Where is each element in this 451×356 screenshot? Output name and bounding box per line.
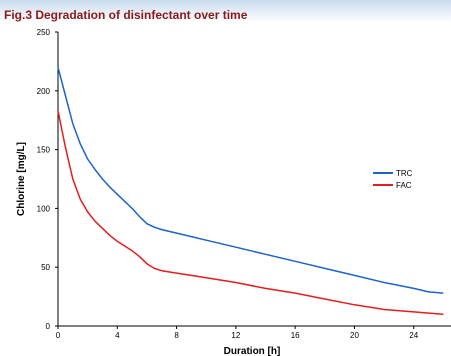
- y-tick-label: 250: [37, 28, 51, 37]
- series-line-fac: [57, 110, 444, 315]
- legend-label-trc: TRC: [396, 169, 413, 178]
- x-tick-label: 16: [291, 331, 300, 340]
- legend: TRC FAC: [373, 169, 413, 190]
- x-axis-label: Duration [h]: [224, 346, 281, 356]
- x-tick-label: 8: [174, 331, 179, 340]
- x-tick-label: 24: [409, 331, 418, 340]
- title-bar: [0, 0, 451, 22]
- y-tick-label: 50: [41, 263, 50, 272]
- series-line-trc: [57, 67, 444, 294]
- x-tick-label: 12: [231, 331, 240, 340]
- y-tick-label: 150: [37, 146, 51, 155]
- y-axis-label: Chlorine [mg/L]: [16, 142, 27, 216]
- y-axis-ticks: 0 50 100 150 200 250: [37, 28, 58, 331]
- x-axis-ticks: 0 4 8 12 16 20 24: [56, 326, 419, 340]
- y-tick-label: 0: [46, 322, 51, 331]
- legend-label-fac: FAC: [396, 181, 412, 190]
- y-tick-label: 200: [37, 87, 51, 96]
- series-lines: [57, 67, 444, 315]
- x-tick-label: 4: [115, 331, 120, 340]
- y-tick-label: 100: [37, 204, 51, 213]
- x-tick-label: 0: [56, 331, 61, 340]
- x-tick-label: 20: [350, 331, 359, 340]
- chart-title: Fig.3 Degradation of disinfectant over t…: [4, 8, 248, 22]
